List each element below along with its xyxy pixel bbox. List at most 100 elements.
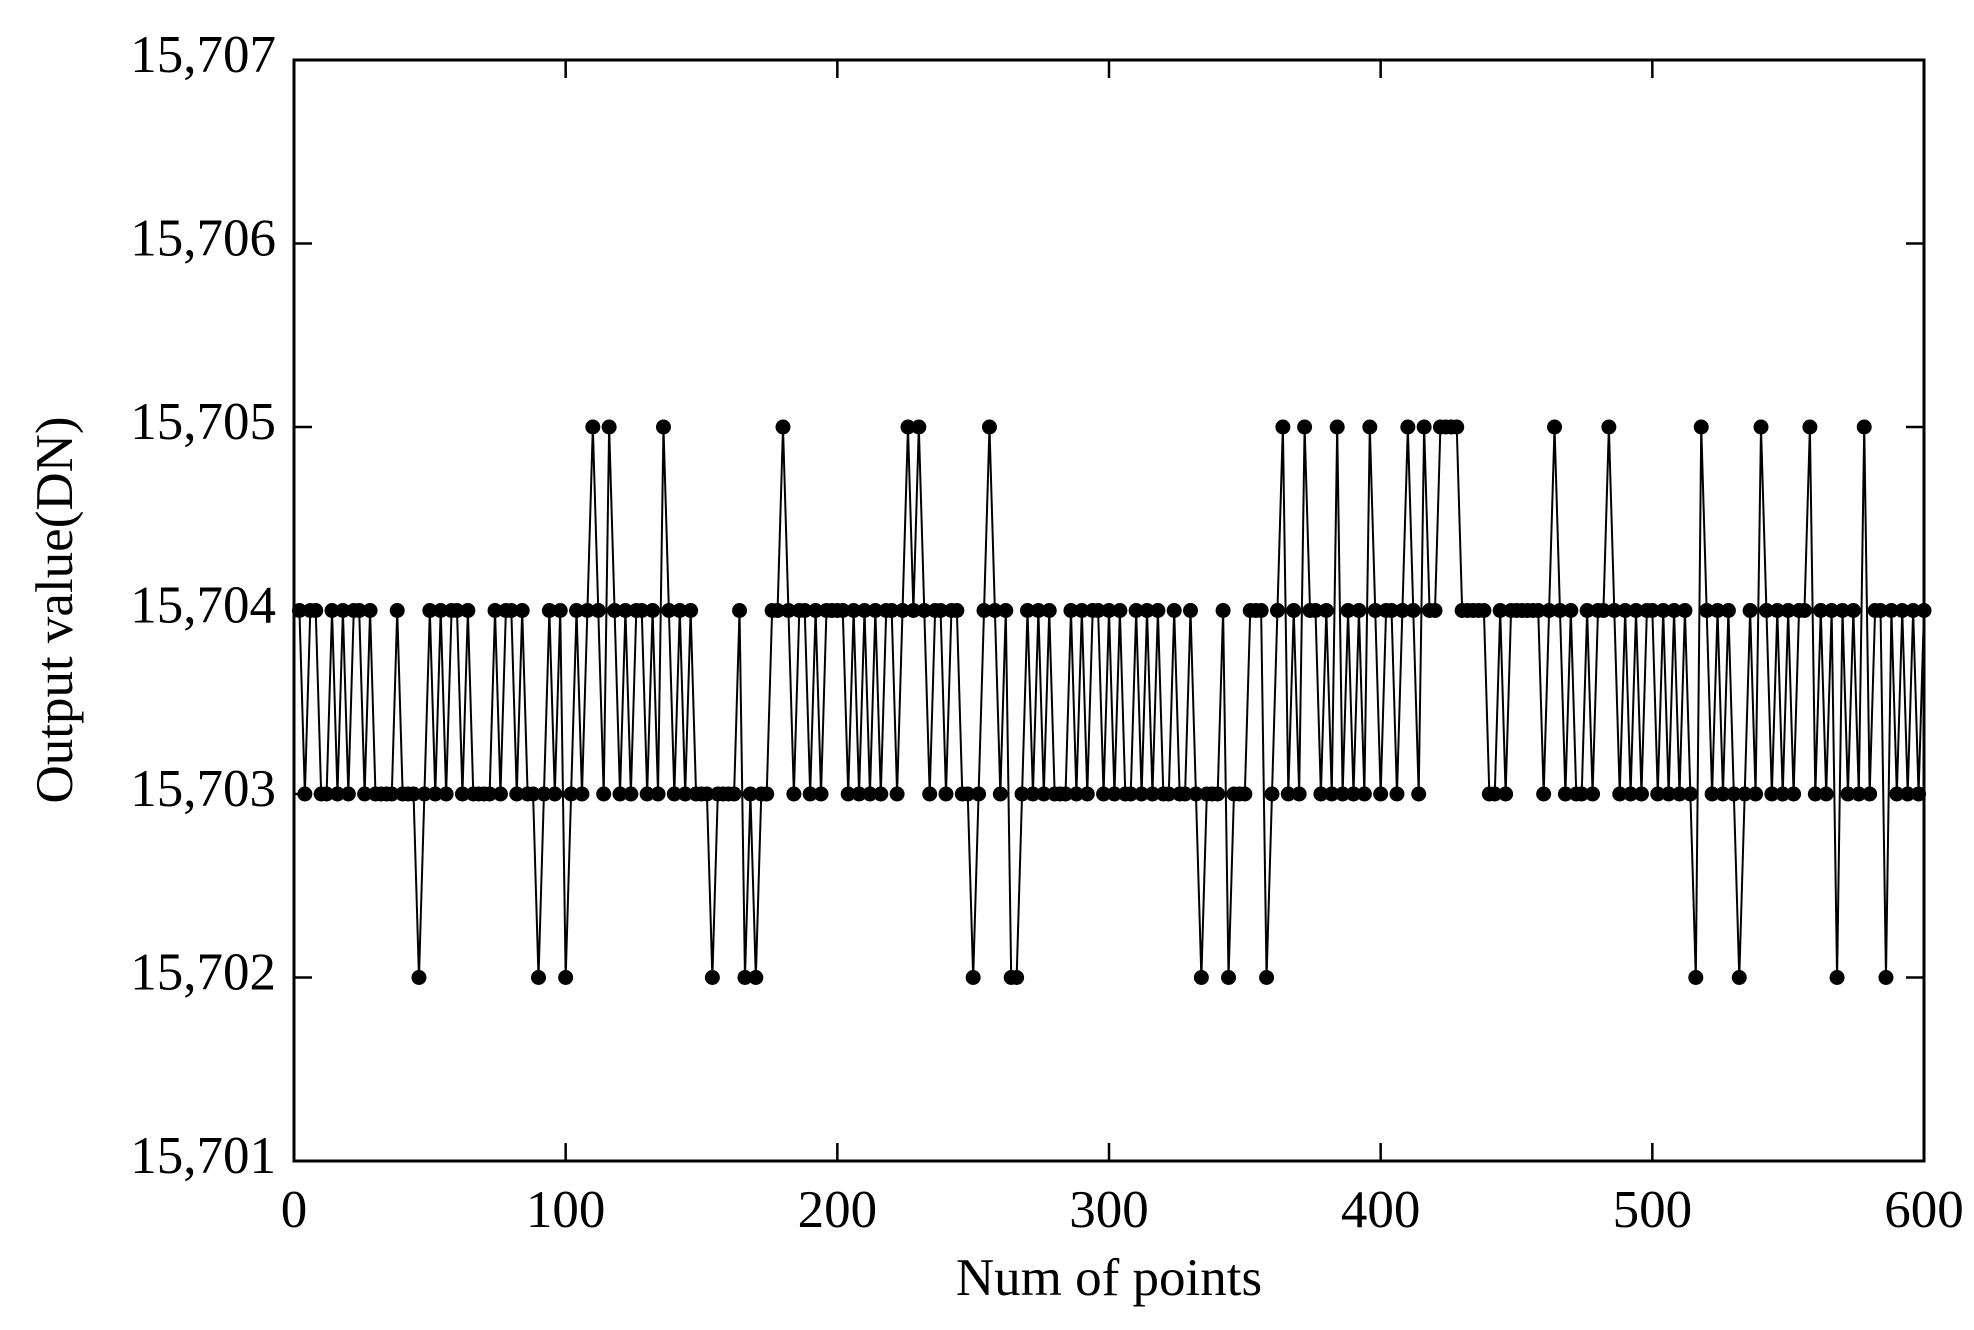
data-point	[585, 419, 601, 435]
data-point	[1606, 603, 1622, 618]
data-point	[1020, 603, 1035, 618]
data-point	[1682, 786, 1698, 802]
data-point	[1530, 603, 1546, 618]
data-point	[1400, 419, 1416, 435]
data-point	[884, 603, 900, 618]
data-point	[1595, 603, 1611, 618]
x-tick-label: 100	[526, 1181, 606, 1239]
data-point	[770, 603, 786, 618]
data-point	[960, 786, 976, 802]
data-point	[1813, 603, 1829, 618]
data-point	[433, 603, 449, 618]
data-point	[291, 603, 307, 618]
data-point	[1373, 786, 1389, 802]
data-point	[454, 786, 470, 802]
data-point	[1851, 786, 1867, 802]
data-point	[579, 603, 595, 618]
data-point	[802, 786, 818, 802]
data-point	[601, 419, 617, 435]
data-point	[1617, 603, 1633, 618]
data-point	[389, 603, 405, 618]
data-point	[1775, 786, 1791, 802]
data-point	[1009, 970, 1025, 985]
data-point	[840, 786, 856, 802]
data-point	[1557, 786, 1573, 802]
data-point	[1411, 786, 1427, 802]
data-point	[1112, 603, 1128, 618]
data-point	[1644, 603, 1660, 618]
x-tick-label: 0	[281, 1181, 308, 1239]
data-point	[411, 970, 427, 985]
x-tick-label: 400	[1341, 1181, 1421, 1239]
data-point	[645, 603, 661, 618]
data-point	[1720, 603, 1736, 618]
data-point	[1193, 970, 1209, 985]
data-point	[1063, 603, 1079, 618]
data-point	[655, 419, 671, 435]
data-point	[1547, 419, 1563, 435]
data-point	[1900, 786, 1916, 802]
data-point	[1384, 603, 1400, 618]
data-point	[438, 786, 454, 802]
data-point	[1672, 786, 1687, 802]
data-point	[1161, 786, 1177, 802]
data-point	[1585, 786, 1601, 802]
data-point	[1134, 786, 1150, 802]
data-point	[1275, 419, 1291, 435]
data-point	[1894, 603, 1910, 618]
data-point	[1878, 970, 1894, 985]
data-point	[639, 786, 655, 802]
x-tick-label: 500	[1613, 1181, 1693, 1239]
data-point	[1579, 603, 1595, 618]
data-point	[1362, 419, 1378, 435]
data-point	[1715, 786, 1731, 802]
data-point	[737, 970, 753, 985]
data-point	[976, 603, 992, 618]
data-point	[1427, 603, 1443, 618]
data-point	[786, 786, 802, 802]
data-point	[1079, 786, 1095, 802]
y-tick-label: 15,703	[130, 760, 276, 818]
data-point	[1492, 603, 1508, 618]
data-point	[759, 786, 775, 802]
y-tick-label: 15,706	[130, 210, 276, 268]
data-point	[1351, 603, 1367, 618]
data-point	[531, 970, 546, 985]
data-point	[1177, 786, 1193, 802]
data-point	[1563, 603, 1579, 618]
data-point	[422, 603, 438, 618]
data-point	[971, 786, 987, 802]
data-point	[563, 786, 579, 802]
data-point	[1552, 603, 1568, 618]
data-point	[509, 786, 525, 802]
data-point	[514, 603, 530, 618]
data-point	[1731, 970, 1747, 985]
data-point	[672, 603, 688, 618]
data-point	[1655, 603, 1671, 618]
data-point	[612, 786, 628, 802]
data-point	[1025, 786, 1041, 802]
data-point	[726, 786, 742, 802]
data-point	[319, 786, 335, 802]
data-point	[541, 603, 557, 618]
data-point	[406, 786, 422, 802]
data-point	[340, 786, 356, 802]
data-point	[895, 603, 911, 618]
data-point	[1090, 603, 1106, 618]
data-point	[351, 603, 367, 618]
data-point	[1824, 603, 1840, 618]
data-point	[1818, 786, 1834, 802]
data-point	[324, 603, 340, 618]
data-point	[1796, 603, 1812, 618]
data-point	[1748, 786, 1764, 802]
data-point	[297, 786, 313, 802]
y-tick-label: 15,705	[130, 393, 276, 451]
data-point	[1862, 786, 1878, 802]
data-point	[1405, 603, 1421, 618]
data-point	[981, 419, 997, 435]
data-point	[335, 603, 351, 618]
data-point	[1873, 603, 1889, 618]
data-point	[1139, 603, 1155, 618]
y-axis-label: Output value(DN)	[26, 416, 84, 803]
data-point	[1329, 419, 1345, 435]
